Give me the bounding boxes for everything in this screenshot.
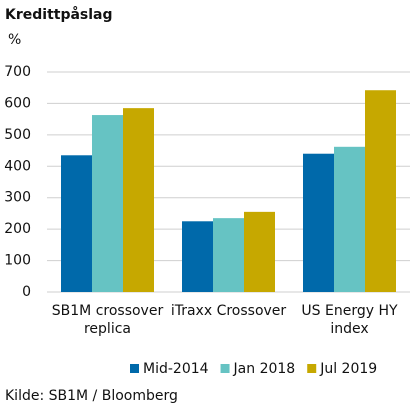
y-tick-label: 600 — [4, 95, 31, 111]
bar — [365, 90, 396, 292]
bar — [61, 155, 92, 292]
bar — [334, 146, 365, 292]
y-tick-label: 400 — [4, 158, 31, 174]
bar — [213, 218, 244, 292]
bar — [303, 153, 334, 292]
x-tick-label: US Energy HY index — [301, 303, 398, 337]
legend-label: Jan 2018 — [233, 361, 296, 377]
unit-label: % — [8, 32, 21, 48]
bar — [92, 115, 123, 292]
bar — [182, 221, 213, 292]
bar — [244, 211, 275, 292]
chart-title: Kredittpåslag — [5, 6, 113, 23]
y-tick-label: 100 — [4, 253, 31, 269]
y-tick-label: 700 — [4, 64, 31, 80]
legend-swatch — [220, 364, 230, 373]
x-tick-label: SB1M crossover replica — [51, 303, 164, 337]
legend-label: Mid-2014 — [143, 361, 209, 377]
legend-swatch — [307, 364, 317, 373]
y-tick-label: 500 — [4, 127, 31, 143]
y-tick-label: 200 — [4, 221, 31, 237]
source: Kilde: SB1M / Bloomberg — [5, 388, 178, 404]
legend-label: Jul 2019 — [319, 361, 377, 377]
bar — [123, 108, 154, 293]
y-tick-label: 300 — [4, 190, 31, 206]
y-tick-label: 0 — [22, 284, 31, 300]
legend-swatch — [130, 364, 139, 373]
x-tick-label: iTraxx Crossover — [170, 303, 287, 319]
